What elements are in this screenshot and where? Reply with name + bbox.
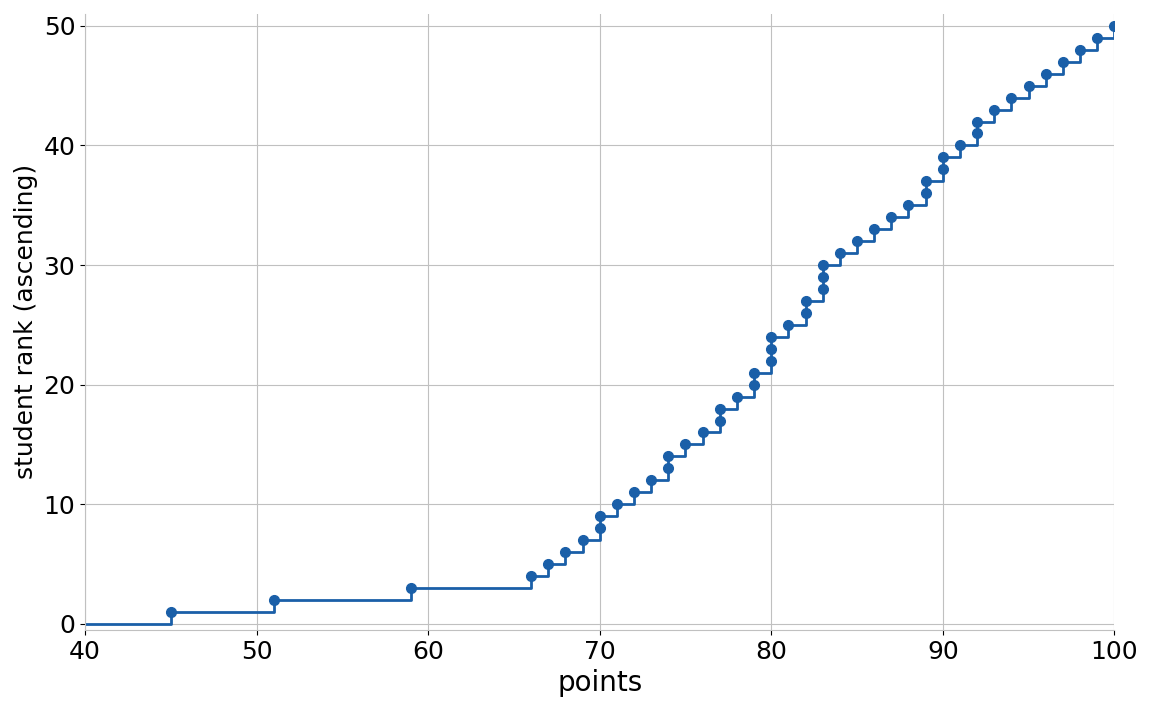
X-axis label: points: points [558, 669, 643, 697]
Y-axis label: student rank (ascending): student rank (ascending) [14, 164, 38, 479]
